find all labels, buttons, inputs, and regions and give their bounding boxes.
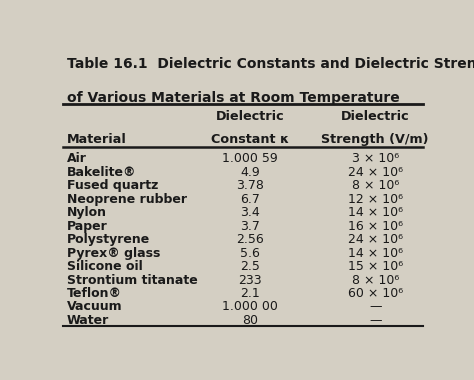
Text: Water: Water: [66, 314, 109, 327]
Text: 6.7: 6.7: [240, 193, 260, 206]
Text: Air: Air: [66, 152, 86, 165]
Text: Fused quartz: Fused quartz: [66, 179, 158, 192]
Text: Silicone oil: Silicone oil: [66, 260, 142, 273]
Text: Dielectric: Dielectric: [341, 110, 410, 123]
Text: 15 × 10⁶: 15 × 10⁶: [347, 260, 403, 273]
Text: Constant κ: Constant κ: [211, 133, 289, 146]
Text: 16 × 10⁶: 16 × 10⁶: [347, 220, 403, 233]
Text: Strength (V/m): Strength (V/m): [321, 133, 429, 146]
Text: 3 × 10⁶: 3 × 10⁶: [352, 152, 399, 165]
Text: 24 × 10⁶: 24 × 10⁶: [347, 233, 403, 246]
Text: 2.56: 2.56: [237, 233, 264, 246]
Text: Bakelite®: Bakelite®: [66, 166, 136, 179]
Text: Material: Material: [66, 133, 127, 146]
Text: 80: 80: [242, 314, 258, 327]
Text: Strontium titanate: Strontium titanate: [66, 274, 197, 287]
Text: 1.000 00: 1.000 00: [222, 301, 278, 314]
Text: 14 × 10⁶: 14 × 10⁶: [347, 247, 403, 260]
Text: 8 × 10⁶: 8 × 10⁶: [352, 179, 399, 192]
Text: 233: 233: [238, 274, 262, 287]
Text: 2.1: 2.1: [240, 287, 260, 300]
Text: Dielectric: Dielectric: [216, 110, 284, 123]
Text: 14 × 10⁶: 14 × 10⁶: [347, 206, 403, 219]
Text: —: —: [369, 301, 382, 314]
Text: 8 × 10⁶: 8 × 10⁶: [352, 274, 399, 287]
Text: 3.4: 3.4: [240, 206, 260, 219]
Text: Neoprene rubber: Neoprene rubber: [66, 193, 187, 206]
Text: Nylon: Nylon: [66, 206, 107, 219]
Text: 5.6: 5.6: [240, 247, 260, 260]
Text: 24 × 10⁶: 24 × 10⁶: [347, 166, 403, 179]
Text: Pyrex® glass: Pyrex® glass: [66, 247, 160, 260]
Text: Vacuum: Vacuum: [66, 301, 122, 314]
Text: Table 16.1  Dielectric Constants and Dielectric Strengths: Table 16.1 Dielectric Constants and Diel…: [66, 57, 474, 71]
Text: 3.7: 3.7: [240, 220, 260, 233]
Text: 2.5: 2.5: [240, 260, 260, 273]
Text: Paper: Paper: [66, 220, 107, 233]
Text: of Various Materials at Room Temperature: of Various Materials at Room Temperature: [66, 91, 400, 105]
Text: 1.000 59: 1.000 59: [222, 152, 278, 165]
Text: 60 × 10⁶: 60 × 10⁶: [347, 287, 403, 300]
Text: Polystyrene: Polystyrene: [66, 233, 150, 246]
Text: 3.78: 3.78: [237, 179, 264, 192]
Text: Teflon®: Teflon®: [66, 287, 122, 300]
Text: 12 × 10⁶: 12 × 10⁶: [347, 193, 403, 206]
Text: —: —: [369, 314, 382, 327]
Text: 4.9: 4.9: [240, 166, 260, 179]
